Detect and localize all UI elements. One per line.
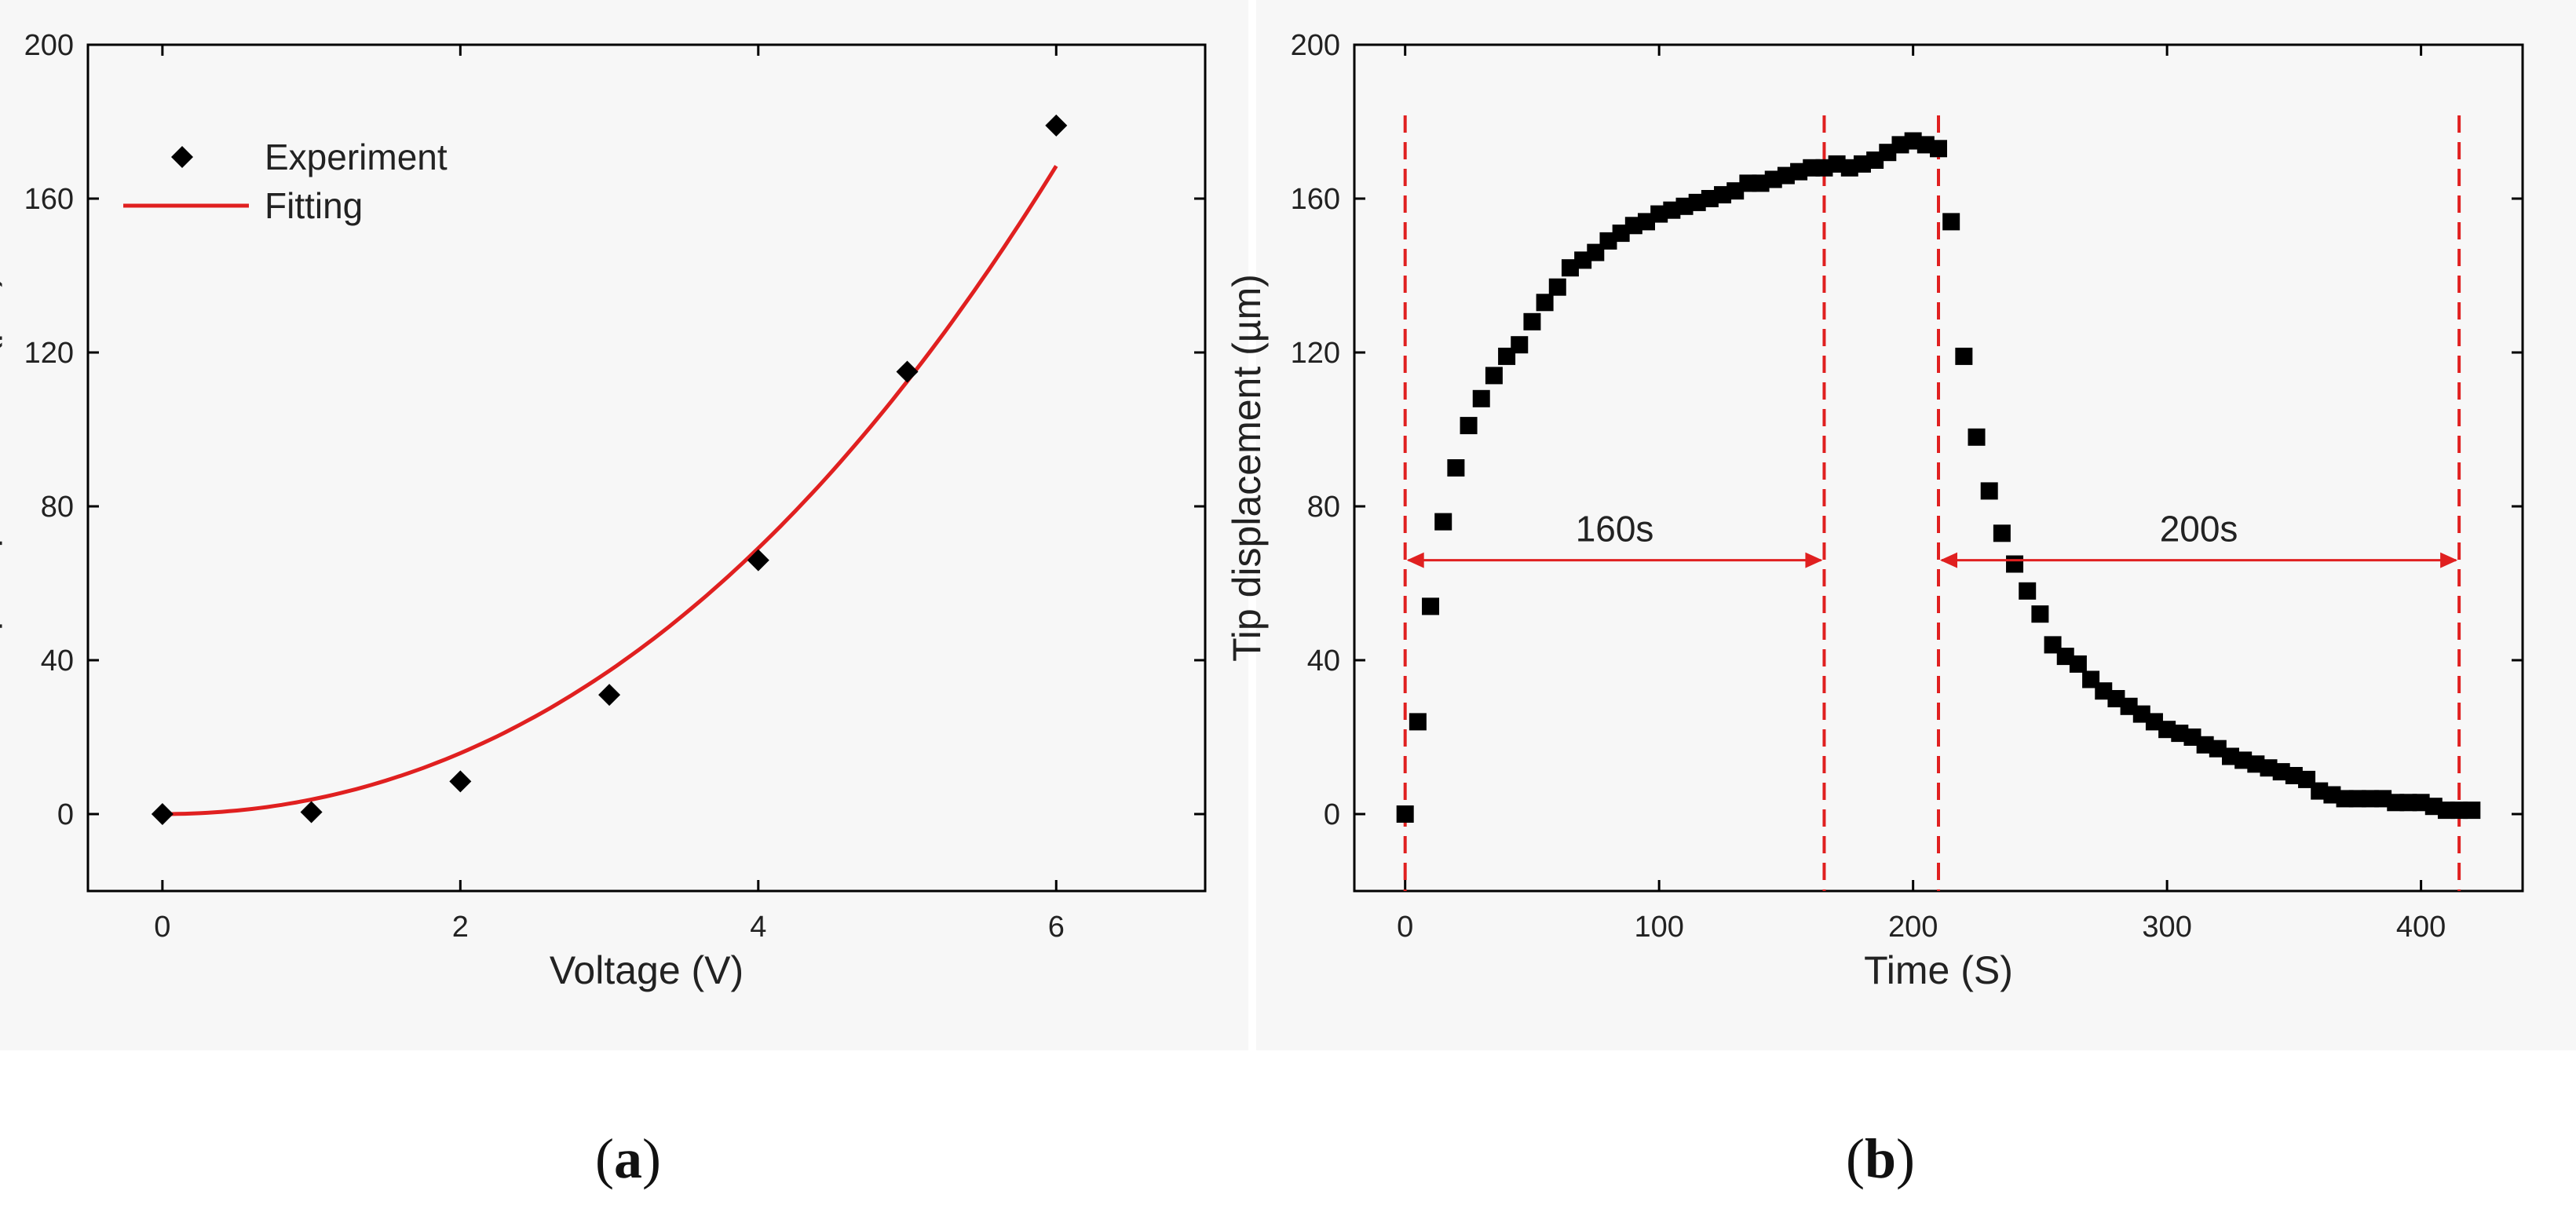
y-axis-label-a: Tip displacement (µm) xyxy=(0,274,2,662)
x-tick-label-a-1: 2 xyxy=(452,911,469,944)
data-point xyxy=(2006,555,2024,573)
data-point xyxy=(1422,597,1440,615)
data-point xyxy=(1460,417,1478,435)
y-tick-label-b-5: 200 xyxy=(1291,29,1340,62)
y-tick-label-a-0: 0 xyxy=(57,798,74,831)
legend-label-fitting: Fitting xyxy=(265,185,363,226)
x-tick-label-a-0: 0 xyxy=(154,911,170,944)
data-point xyxy=(1396,805,1414,823)
x-tick-label-b-0: 0 xyxy=(1397,911,1413,944)
data-point xyxy=(1447,459,1465,477)
experiment-point xyxy=(598,684,621,707)
y-tick-label-a-4: 160 xyxy=(24,183,74,216)
fitting-curve xyxy=(162,165,1058,816)
experiment-point xyxy=(1045,114,1068,137)
panel-a-background xyxy=(0,0,1248,1050)
label-b-text: (b) xyxy=(1845,1127,1915,1190)
y-tick-label-a-5: 200 xyxy=(24,29,74,62)
experiment-point xyxy=(300,801,323,823)
y-tick-label-b-3: 120 xyxy=(1291,337,1340,370)
annotation-arrowhead-right xyxy=(2440,552,2458,568)
experiment-point xyxy=(896,360,919,383)
x-axis-label-a: Voltage (V) xyxy=(550,948,744,992)
data-point xyxy=(2069,655,2087,673)
data-point xyxy=(2019,582,2037,600)
data-point xyxy=(1523,312,1541,330)
data-point xyxy=(1548,278,1566,296)
experiment-point xyxy=(449,770,472,793)
y-tick-label-a-3: 120 xyxy=(24,337,74,370)
data-point xyxy=(1511,336,1529,354)
annotation-arrowhead-left xyxy=(1940,552,1957,568)
legend-label-experiment: Experiment xyxy=(265,137,448,177)
x-tick-label-a-3: 6 xyxy=(1048,911,1065,944)
x-tick-label-a-2: 4 xyxy=(750,911,766,944)
x-tick-label-b-1: 100 xyxy=(1634,911,1683,944)
annotation-label: 160s xyxy=(1576,509,1654,550)
y-tick-label-b-4: 160 xyxy=(1291,183,1340,216)
data-point xyxy=(1980,482,1998,500)
x-axis-label-b: Time (S) xyxy=(1864,948,2013,992)
y-tick-label-b-1: 40 xyxy=(1307,645,1340,677)
data-point xyxy=(1536,294,1554,312)
data-point xyxy=(1409,713,1427,731)
data-point xyxy=(1993,524,2011,542)
panel-b-background xyxy=(1256,0,2576,1050)
chart-a: 0 2 4 6 0 40 80 120 160 200 Voltage (V) Tip displac… xyxy=(0,29,1207,992)
annotation-arrowhead-right xyxy=(1805,552,1823,568)
x-tick-label-b-2: 200 xyxy=(1888,911,1938,944)
data-point xyxy=(1434,513,1452,531)
data-point xyxy=(1472,389,1490,407)
y-tick-label-a-1: 40 xyxy=(41,645,74,677)
label-a-text: (a) xyxy=(595,1127,661,1190)
plot-frame-a xyxy=(86,43,1207,893)
data-point xyxy=(1930,140,1947,158)
data-point xyxy=(1968,428,1986,446)
y-axis-label-b: Tip displacement (µm) xyxy=(1225,274,1269,662)
experiment-point xyxy=(747,549,769,572)
annotation-arrowhead-left xyxy=(1406,552,1424,568)
chart-b: 0 100 200 300 400 0 40 80 120 160 200 Time (S) Tip d… xyxy=(1225,29,2524,992)
data-point xyxy=(2031,605,2049,623)
data-point xyxy=(1955,347,1973,365)
data-point xyxy=(2463,802,2481,820)
data-point xyxy=(1942,213,1960,231)
y-tick-label-a-2: 80 xyxy=(41,491,74,524)
x-tick-label-b-4: 400 xyxy=(2396,911,2446,944)
experiment-point xyxy=(151,803,174,825)
y-tick-label-b-2: 80 xyxy=(1307,491,1340,524)
subfigure-label-a: (a) xyxy=(550,1127,707,1192)
x-tick-label-b-3: 300 xyxy=(2142,911,2191,944)
legend-marker-experiment xyxy=(171,146,193,168)
y-tick-label-b-0: 0 xyxy=(1324,798,1340,831)
annotation-label: 200s xyxy=(2160,509,2238,550)
data-point xyxy=(1485,367,1503,385)
subfigure-label-b: (b) xyxy=(1802,1127,1959,1192)
